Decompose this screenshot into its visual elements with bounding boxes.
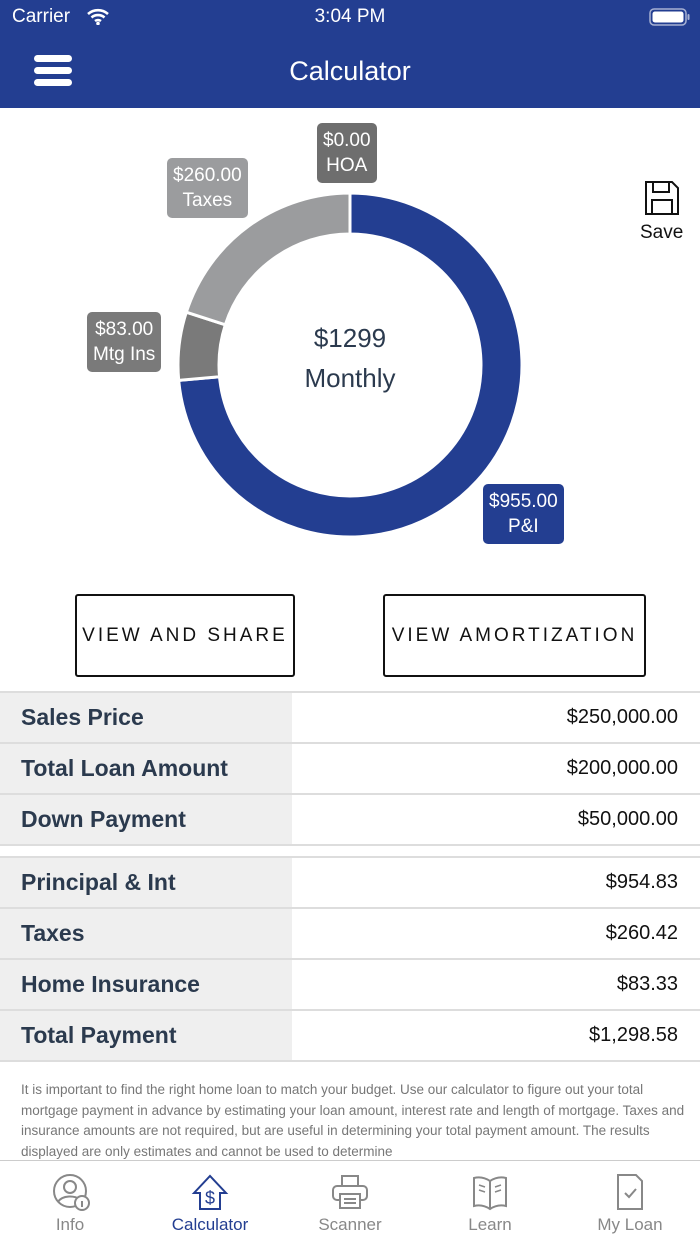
slice-label-hoa: $0.00 HOA (317, 123, 377, 183)
row-value: $954.83 (605, 871, 678, 893)
table-row: Total Loan Amount $200,000.00 (0, 744, 700, 795)
document-check-icon (617, 1174, 643, 1210)
table-row: Home Insurance $83.33 (0, 960, 700, 1011)
user-info-icon (53, 1174, 90, 1211)
tab-label: Calculator (171, 1215, 249, 1234)
svg-text:$: $ (205, 1188, 215, 1208)
carrier: Carrier (12, 6, 71, 27)
menu-button[interactable] (34, 55, 72, 91)
row-label: Principal & Int (0, 858, 292, 907)
table-row: Sales Price $250,000.00 (0, 693, 700, 744)
tab-info[interactable]: Info (0, 1161, 140, 1244)
wifi-icon (87, 8, 109, 25)
tab-bar: Info $ Calculator Scanner Learn My Loan (0, 1160, 700, 1244)
row-value: $50,000.00 (577, 808, 678, 830)
slice-p-i (177, 191, 524, 539)
tab-label: Scanner (318, 1215, 382, 1234)
tab-scanner[interactable]: Scanner (280, 1161, 420, 1244)
floppy-disk-icon (644, 181, 679, 215)
row-label: Home Insurance (0, 960, 292, 1009)
printer-icon (332, 1175, 368, 1209)
table-row: Total Payment $1,298.58 (0, 1011, 700, 1062)
time: 3:04 PM (314, 6, 386, 27)
tab-learn[interactable]: Learn (420, 1161, 560, 1244)
view-amortization-button[interactable]: VIEW AMORTIZATION (383, 594, 646, 677)
row-label: Total Loan Amount (0, 744, 292, 793)
table-row: Principal & Int $954.83 (0, 858, 700, 909)
row-label: Down Payment (0, 795, 292, 844)
row-value: $250,000.00 (566, 706, 678, 728)
center-label: Monthly (304, 363, 395, 393)
tab-my-loan[interactable]: My Loan (560, 1161, 700, 1244)
disclaimer-text: It is important to find the right home l… (21, 1082, 685, 1159)
page-title: Calculator (289, 56, 411, 86)
tab-label: Info (55, 1215, 85, 1234)
row-value: $200,000.00 (566, 757, 678, 779)
save-button[interactable]: Save (640, 180, 683, 244)
slice-label-mtg-ins: $83.00 Mtg Ins (87, 312, 162, 372)
battery-icon (649, 8, 690, 26)
row-label: Total Payment (0, 1011, 292, 1060)
row-value: $83.33 (616, 973, 678, 995)
center-value: $1299 (314, 323, 386, 353)
row-value: $260.42 (605, 922, 678, 944)
donut-chart: $1299 Monthly (176, 191, 524, 539)
tab-label: My Loan (597, 1215, 663, 1234)
tab-calculator[interactable]: $ Calculator (140, 1161, 280, 1244)
tab-label: Learn (468, 1215, 512, 1234)
row-label: Taxes (0, 909, 292, 958)
row-value: $1,298.58 (589, 1024, 678, 1046)
payment-table: Principal & Int $954.83 Taxes $260.42 Home I… (0, 856, 700, 1062)
slice-label-pi: $955.00 P&I (483, 484, 564, 544)
top-bar: Carrier 3:04 PM Calculator (0, 0, 700, 108)
table-row: Taxes $260.42 (0, 909, 700, 960)
book-icon (473, 1176, 507, 1211)
view-and-share-button[interactable]: VIEW AND SHARE (75, 594, 295, 677)
slice-taxes (184, 191, 352, 327)
table-row: Down Payment $50,000.00 (0, 795, 700, 846)
loan-table: Sales Price $250,000.00 Total Loan Amount $… (0, 691, 700, 846)
row-label: Sales Price (0, 693, 292, 742)
house-dollar-icon: $ (191, 1174, 229, 1210)
slice-label-taxes: $260.00 Taxes (167, 158, 248, 218)
